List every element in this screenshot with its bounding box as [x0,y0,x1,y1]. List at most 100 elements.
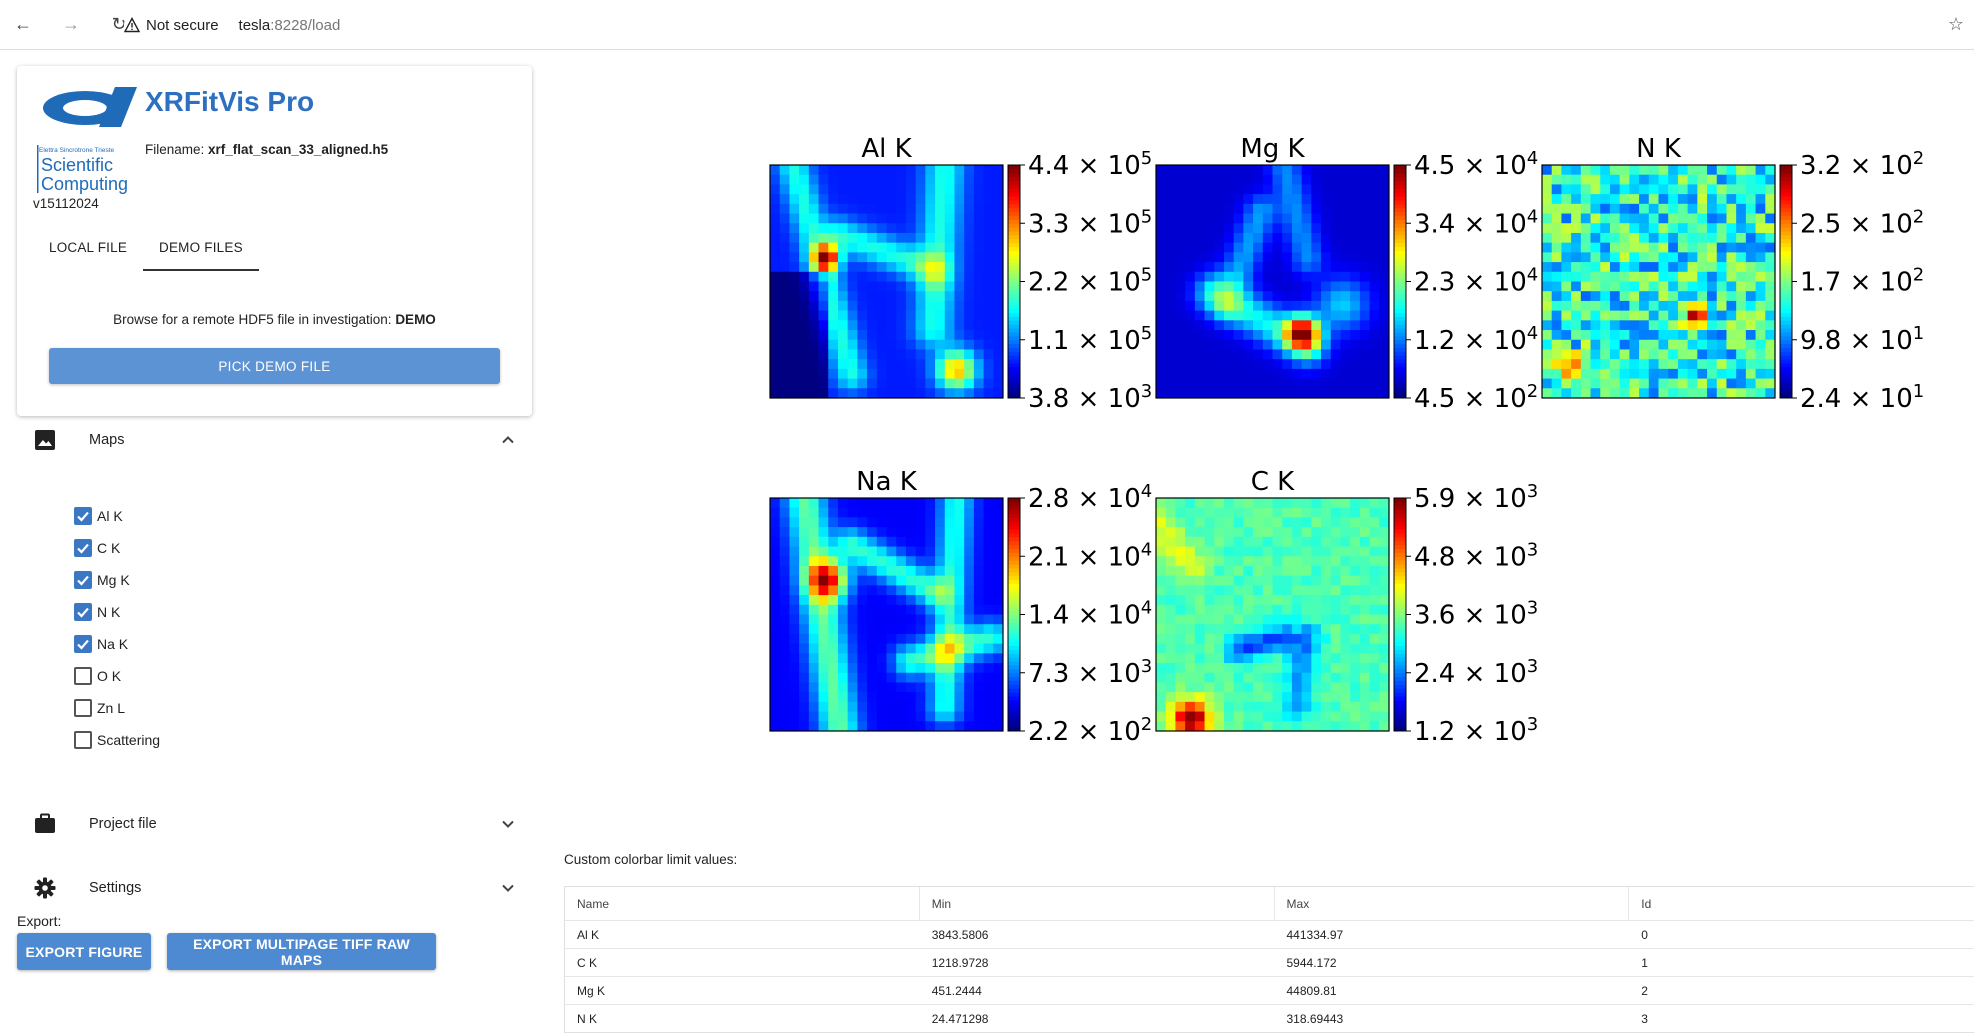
heatmap-cell [1204,300,1215,312]
cell-max[interactable]: 44809.81 [1286,983,1337,998]
checkbox-checked-icon[interactable] [74,635,92,653]
export-figure-button[interactable]: EXPORT FIGURE [17,933,151,970]
heatmap-cell [1542,223,1553,234]
checkbox-checked-icon[interactable] [74,539,92,557]
heatmap-cell [1291,165,1303,176]
bookmark-star-icon[interactable]: ☆ [1947,14,1964,34]
heatmap-cell [973,184,985,195]
map-item-na-k[interactable]: Na K [74,628,160,660]
cell-name[interactable]: Mg K [577,983,606,998]
table-row[interactable]: N K 24.471298 318.69443 3 [565,1004,1974,1032]
heatmap-cell [1648,291,1659,302]
heatmap-cell [1600,320,1611,331]
heatmap-cell [983,359,994,370]
tab-demo-files[interactable]: DEMO FILES [143,228,259,271]
heatmap-cell [799,203,810,215]
cell-min[interactable]: 24.471298 [931,1011,989,1026]
map-item-c-k[interactable]: C K [74,532,160,564]
cell-name[interactable]: Al K [577,927,600,942]
column-header-max[interactable]: Max [1275,887,1630,920]
column-header-name[interactable]: Name [565,887,920,920]
export-tiff-button[interactable]: EXPORT MULTIPAGE TIFF RAW MAPS [167,933,436,970]
table-row[interactable]: C K 1218.9728 5944.172 1 [565,948,1974,976]
heatmap-cell [993,232,1004,244]
heatmap-cell [1194,242,1206,253]
heatmap-cell [847,565,858,577]
checkbox-unchecked-icon[interactable] [74,667,92,685]
heatmap-cell [1359,653,1371,664]
heatmap-cell [1340,368,1351,380]
column-header-min[interactable]: Min [920,887,1275,920]
colorbar-segment [1008,258,1020,263]
checkbox-checked-icon[interactable] [74,603,92,621]
map-item-al-k[interactable]: Al K [74,500,160,532]
colorbar-segment [1780,390,1792,395]
checkbox-checked-icon[interactable] [74,507,92,525]
map-item-n-k[interactable]: N K [74,596,160,628]
chevron-down-icon[interactable] [499,879,517,897]
heatmap-cell [799,368,810,380]
chevron-up-icon[interactable] [499,431,517,449]
heatmap-cell [808,291,820,302]
not-secure-label[interactable]: Not secure [146,16,219,34]
heatmap-cell [1745,388,1757,399]
reload-icon[interactable]: ↻ [111,14,127,34]
checkbox-checked-icon[interactable] [74,571,92,589]
heatmap-cell [828,692,839,703]
heatmap-cell [808,368,820,380]
heatmap-cell [925,701,936,713]
heatmap-cell [905,643,917,654]
colorbar-segment [1008,165,1020,170]
cell-min[interactable]: 451.2444 [931,983,982,998]
heatmap-cell [1301,536,1312,548]
map-item-zn-l[interactable]: Zn L [74,692,160,724]
cell-max[interactable]: 441334.97 [1286,927,1344,942]
settings-section-header[interactable]: Settings [17,870,517,906]
map-item-o-k[interactable]: O K [74,660,160,692]
heatmap-cell [1542,339,1553,350]
heatmap-cell [1340,701,1351,713]
colorbar-segment [1780,188,1792,193]
address-bar[interactable]: Not secure tesla:8228/load ☆ [124,9,1964,41]
table-row[interactable]: Mg K 451.2444 44809.81 2 [565,976,1974,1004]
table-row[interactable]: Al K 3843.5806 441334.97 0 [565,920,1974,948]
cell-name[interactable]: C K [577,955,598,970]
heatmap-cell [1716,330,1727,341]
checkbox-unchecked-icon[interactable] [74,731,92,749]
cell-min[interactable]: 1218.9728 [931,955,989,970]
chevron-down-icon[interactable] [499,815,517,833]
cell-min[interactable]: 3843.5806 [931,927,989,942]
heatmap-cell [1765,388,1776,399]
back-arrow-icon[interactable]: ← [14,14,32,34]
heatmap-cell [1185,721,1196,732]
heatmap-cell [1311,194,1322,205]
heatmap-cell [1542,359,1553,370]
heatmap-cell [935,184,946,195]
map-item-mg-k[interactable]: Mg K [74,564,160,596]
pick-demo-file-button[interactable]: PICK DEMO FILE [49,348,500,384]
cell-max[interactable]: 318.69443 [1286,1011,1344,1026]
heatmap-cell [1600,300,1611,312]
heatmap-cell [1291,368,1303,380]
map-item-scattering[interactable]: Scattering [74,724,160,756]
colorbar-segment [1008,246,1020,251]
heatmap-cell [1677,232,1689,244]
heatmap-cell [1697,223,1708,234]
heatmap-cell [1233,585,1244,596]
heatmap-cell [944,194,955,205]
heatmap-cell [1253,614,1264,625]
heatmap-cell [1175,271,1186,282]
heatmap-cell [1745,320,1757,331]
checkbox-unchecked-icon[interactable] [74,699,92,717]
forward-arrow-icon[interactable]: → [62,14,80,34]
maps-section-header[interactable]: Maps [17,422,517,458]
tab-local-file[interactable]: LOCAL FILE [49,240,128,255]
heatmap-cell [1214,595,1225,606]
project-section-header[interactable]: Project file [17,806,517,842]
colorbar-segment [1780,394,1792,399]
heatmap-cell [867,585,878,596]
cell-max[interactable]: 5944.172 [1286,955,1337,970]
column-header-id[interactable]: Id [1641,896,1652,911]
cell-name[interactable]: N K [577,1011,598,1026]
